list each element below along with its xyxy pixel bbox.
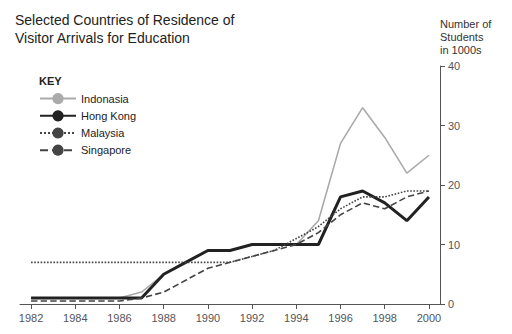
svg-text:10: 10 — [448, 239, 460, 251]
svg-text:Singapore: Singapore — [81, 144, 131, 156]
svg-text:Malaysia: Malaysia — [81, 127, 125, 139]
svg-text:40: 40 — [448, 60, 460, 72]
svg-text:1988: 1988 — [151, 312, 175, 324]
svg-text:Indonasia: Indonasia — [81, 93, 130, 105]
svg-text:in 1000s: in 1000s — [440, 44, 482, 56]
svg-text:Visitor Arrivals for Education: Visitor Arrivals for Education — [15, 30, 190, 46]
svg-text:Selected Countries of Residenc: Selected Countries of Residence of — [15, 12, 235, 28]
svg-text:20: 20 — [448, 179, 460, 191]
svg-text:KEY: KEY — [39, 75, 62, 87]
svg-text:2000: 2000 — [417, 312, 441, 324]
svg-text:1994: 1994 — [284, 312, 308, 324]
svg-text:1984: 1984 — [63, 312, 87, 324]
svg-text:1996: 1996 — [328, 312, 352, 324]
svg-text:Number of: Number of — [440, 18, 492, 30]
svg-text:1998: 1998 — [372, 312, 396, 324]
svg-text:1992: 1992 — [240, 312, 264, 324]
svg-text:1986: 1986 — [107, 312, 131, 324]
svg-text:30: 30 — [448, 120, 460, 132]
svg-text:1990: 1990 — [196, 312, 220, 324]
svg-text:1982: 1982 — [19, 312, 43, 324]
svg-text:0: 0 — [448, 298, 454, 310]
svg-text:Students: Students — [440, 31, 484, 43]
svg-text:Hong Kong: Hong Kong — [81, 110, 136, 122]
